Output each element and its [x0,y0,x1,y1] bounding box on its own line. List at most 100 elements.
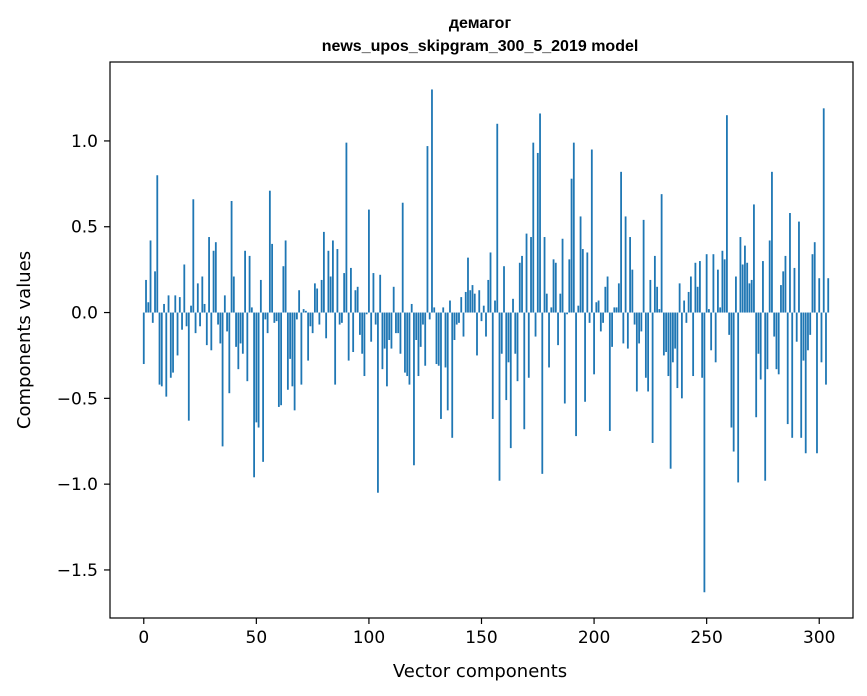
bar-257 [721,250,724,313]
bar-0 [142,312,145,365]
bar-297 [811,254,814,313]
bar-159 [500,312,503,354]
bar-120 [413,312,415,466]
bar-83 [329,276,332,313]
bar-3 [149,240,152,313]
bar-221 [640,312,643,332]
bar-81 [325,312,328,339]
bar-22 [192,199,195,313]
bar-271 [753,204,755,313]
bar-249 [703,312,706,593]
bar-76 [313,283,316,313]
bar-252 [710,312,713,351]
bar-184 [557,312,559,346]
bar-203 [599,312,602,332]
bar-267 [744,245,746,313]
y-tick-label: 0.5 [71,218,98,238]
bar-36 [223,295,226,313]
bar-16 [178,297,181,313]
bar-10 [165,312,168,397]
bar-193 [577,305,580,313]
bar-47 [248,255,251,313]
bar-60 [277,312,280,407]
bar-27 [203,303,206,313]
bar-149 [478,290,481,313]
bar-286 [786,312,789,425]
bar-51 [257,312,260,428]
bar-57 [271,243,274,313]
bar-122 [417,312,420,377]
bar-266 [741,264,744,313]
bar-217 [631,269,634,313]
bar-182 [552,259,555,313]
bar-137 [451,312,454,438]
bar-234 [669,312,672,469]
bar-125 [424,312,427,366]
bar-191 [572,142,575,313]
bar-54 [264,312,267,320]
bar-104 [377,312,379,493]
bar-132 [440,312,442,419]
bar-157 [496,123,499,313]
bar-85 [334,312,337,385]
bar-177 [541,312,544,474]
bar-98 [363,312,366,377]
bar-37 [226,312,228,332]
bar-73 [307,312,310,361]
bar-129 [433,307,436,313]
bar-111 [392,286,395,313]
bar-135 [446,312,449,411]
bar-198 [588,312,591,323]
bar-130 [435,312,438,365]
bar-121 [415,312,418,340]
bar-106 [381,312,384,370]
bar-43 [239,312,242,344]
bar-119 [410,303,413,313]
bar-277 [766,312,769,370]
bar-82 [327,250,330,313]
bar-5 [154,271,156,313]
x-tick-label: 200 [578,628,610,648]
bar-133 [442,307,445,313]
bar-288 [791,312,794,438]
bar-30 [210,312,213,351]
bar-216 [629,237,631,313]
bar-134 [444,312,447,368]
bar-259 [726,115,728,313]
bar-202 [597,300,600,313]
bar-series [142,89,830,593]
bar-226 [651,312,654,443]
bar-38 [228,312,231,394]
bar-163 [509,312,512,449]
bar-214 [624,216,627,313]
bar-150 [480,312,483,322]
bar-18 [183,264,186,313]
bar-128 [431,89,433,313]
bar-299 [816,312,818,454]
bar-115 [401,202,404,313]
bar-218 [633,312,636,325]
bar-33 [217,312,219,325]
bar-63 [284,240,287,313]
bar-164 [512,298,514,313]
bar-109 [388,312,391,340]
bar-140 [458,312,460,323]
bar-55 [266,312,269,334]
bar-88 [341,312,343,323]
bar-270 [750,279,753,313]
bar-292 [800,312,803,438]
bar-58 [273,312,276,323]
y-tick-label: −1.0 [57,475,98,495]
bar-237 [676,312,679,389]
bar-75 [311,312,314,334]
bar-15 [176,312,179,356]
bar-141 [460,297,463,313]
bar-178 [543,237,546,313]
bar-200 [593,312,595,375]
bar-244 [692,312,695,377]
bar-61 [280,312,283,406]
bar-40 [232,276,235,313]
bar-26 [201,276,204,313]
bar-66 [291,312,294,387]
bar-260 [728,312,731,335]
